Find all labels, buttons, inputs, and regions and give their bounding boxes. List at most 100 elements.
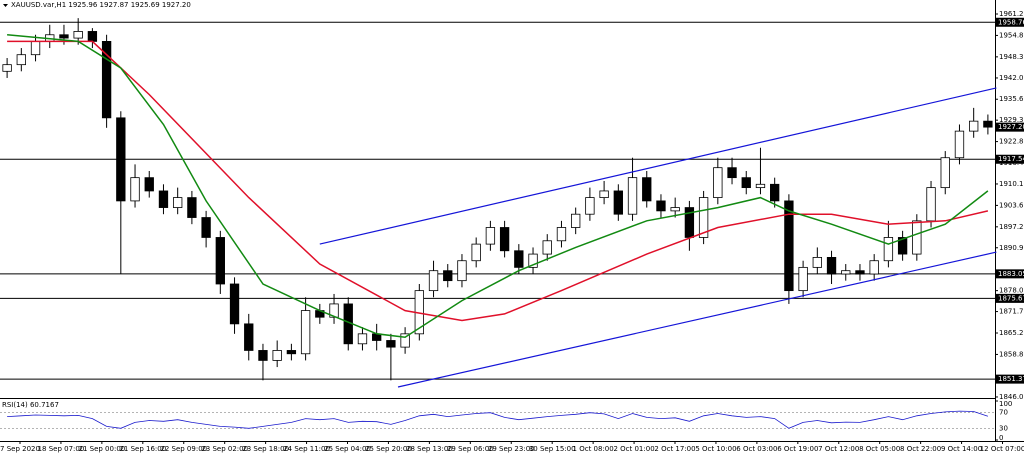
candle-body — [329, 303, 339, 318]
candle-body — [244, 323, 254, 351]
x-tick-label: 6 Oct 19:00 — [777, 445, 818, 453]
y-tick-label: 1922.85 — [999, 138, 1024, 146]
y-tick-label: 1935.60 — [999, 95, 1024, 103]
candle-body — [514, 250, 524, 268]
candle-body — [926, 187, 936, 222]
candle-body — [101, 41, 112, 119]
candle-body — [826, 257, 837, 275]
candle-body — [940, 157, 950, 189]
y-tick-label: 1942.00 — [999, 74, 1024, 82]
x-tick-label: 8 Oct 22:00 — [900, 445, 941, 453]
candle-body — [272, 350, 282, 361]
level-label-bg — [996, 154, 1024, 164]
x-tick-label: 24 Sep 11:00 — [283, 445, 330, 453]
level-label: 1958.76 — [998, 18, 1024, 26]
x-tick-label: 18 Sep 07:00 — [38, 445, 85, 453]
candle-body — [59, 34, 69, 39]
level-label-bg — [996, 17, 1024, 27]
candle-body — [912, 220, 922, 255]
candle-body — [144, 177, 154, 192]
candle-body — [173, 197, 183, 208]
y-tick-label: 0 — [999, 434, 1003, 442]
level-label-bg — [996, 293, 1024, 303]
candle-body — [215, 237, 225, 285]
x-tick-label: 23 Sep 18:00 — [242, 445, 289, 453]
candle-body — [869, 260, 879, 275]
candle-body — [798, 266, 808, 292]
candle-body — [713, 167, 723, 198]
candle-body — [485, 227, 496, 245]
candle-body — [755, 183, 766, 189]
level-label-bg — [996, 269, 1024, 279]
candle-body — [499, 227, 510, 252]
candle-body — [528, 253, 538, 268]
candle-body — [457, 260, 467, 282]
candle-body — [300, 310, 311, 355]
trendline — [319, 87, 997, 245]
trendline — [397, 251, 997, 388]
x-tick-label: 12 Oct 07:00 — [980, 445, 1024, 453]
x-tick-label: 29 Sep 23:00 — [488, 445, 535, 453]
y-tick-label: 1961.25 — [999, 10, 1024, 18]
candle-body — [571, 213, 581, 228]
y-tick-label: 1878.00 — [999, 287, 1024, 295]
candle-body — [599, 190, 609, 198]
candle-body — [30, 41, 41, 56]
x-tick-label: 21 Sep 00:00 — [79, 445, 126, 453]
y-tick-label: 1929.30 — [999, 116, 1024, 124]
candle-body — [73, 31, 83, 39]
x-tick-label: 1 Oct 08:00 — [573, 445, 614, 453]
y-tick-label: 1897.20 — [999, 223, 1024, 231]
candle-body — [983, 120, 993, 128]
candle-body — [770, 183, 780, 202]
candle-body — [130, 177, 140, 202]
x-tick-label: 9 Oct 14:00 — [941, 445, 982, 453]
x-tick-label: 7 Sep 2020 — [0, 445, 40, 453]
y-tick-label: 1954.80 — [999, 31, 1024, 39]
y-tick-label: 1871.70 — [999, 308, 1024, 316]
candle-body — [698, 197, 709, 238]
x-tick-label: 8 Oct 05:00 — [859, 445, 900, 453]
x-tick-label: 25 Sep 20:00 — [365, 445, 412, 453]
candle-body — [187, 197, 197, 218]
x-tick-label: 29 Sep 06:00 — [447, 445, 494, 453]
candle-body — [727, 167, 737, 179]
candle-body — [613, 190, 623, 215]
y-tick-label: 1890.90 — [999, 244, 1024, 252]
candle-body — [897, 237, 908, 255]
y-tick-label: 1846.00 — [999, 393, 1024, 401]
y-tick-label: 1858.80 — [999, 350, 1024, 358]
candle-body — [855, 270, 865, 275]
rsi-title: RSI(14) 60.7167 — [2, 401, 59, 409]
y-tick-label: 30 — [999, 424, 1008, 432]
candle-body — [812, 257, 822, 268]
x-tick-label: 5 Oct 10:00 — [695, 445, 736, 453]
rsi-line — [7, 410, 989, 429]
candle-body — [741, 177, 751, 189]
candle-body — [556, 227, 567, 242]
candle-body — [386, 340, 396, 348]
candle-body — [443, 270, 453, 282]
y-tick-label: 1948.35 — [999, 53, 1024, 61]
level-label: 1917.54 — [998, 155, 1024, 163]
level-label: 1883.05 — [998, 270, 1024, 278]
level-label: 1851.37 — [998, 375, 1024, 383]
y-tick-label: 1910.10 — [999, 180, 1024, 188]
x-tick-label: 2 Oct 01:00 — [613, 445, 654, 453]
candle-body — [201, 217, 211, 238]
candle-body — [158, 190, 169, 208]
candle-body — [2, 64, 12, 72]
candle-body — [542, 240, 552, 255]
candle-body — [116, 117, 126, 202]
header-arrow — [3, 4, 8, 7]
level-label: 1875.67 — [998, 294, 1024, 302]
candle-body — [670, 207, 680, 212]
moving-average — [7, 34, 989, 338]
level-label-bg — [996, 374, 1024, 384]
x-tick-label: 21 Sep 16:00 — [119, 445, 166, 453]
candle-body — [627, 177, 638, 215]
y-tick-label: 100 — [999, 400, 1012, 408]
x-tick-label: 30 Sep 15:00 — [529, 445, 576, 453]
